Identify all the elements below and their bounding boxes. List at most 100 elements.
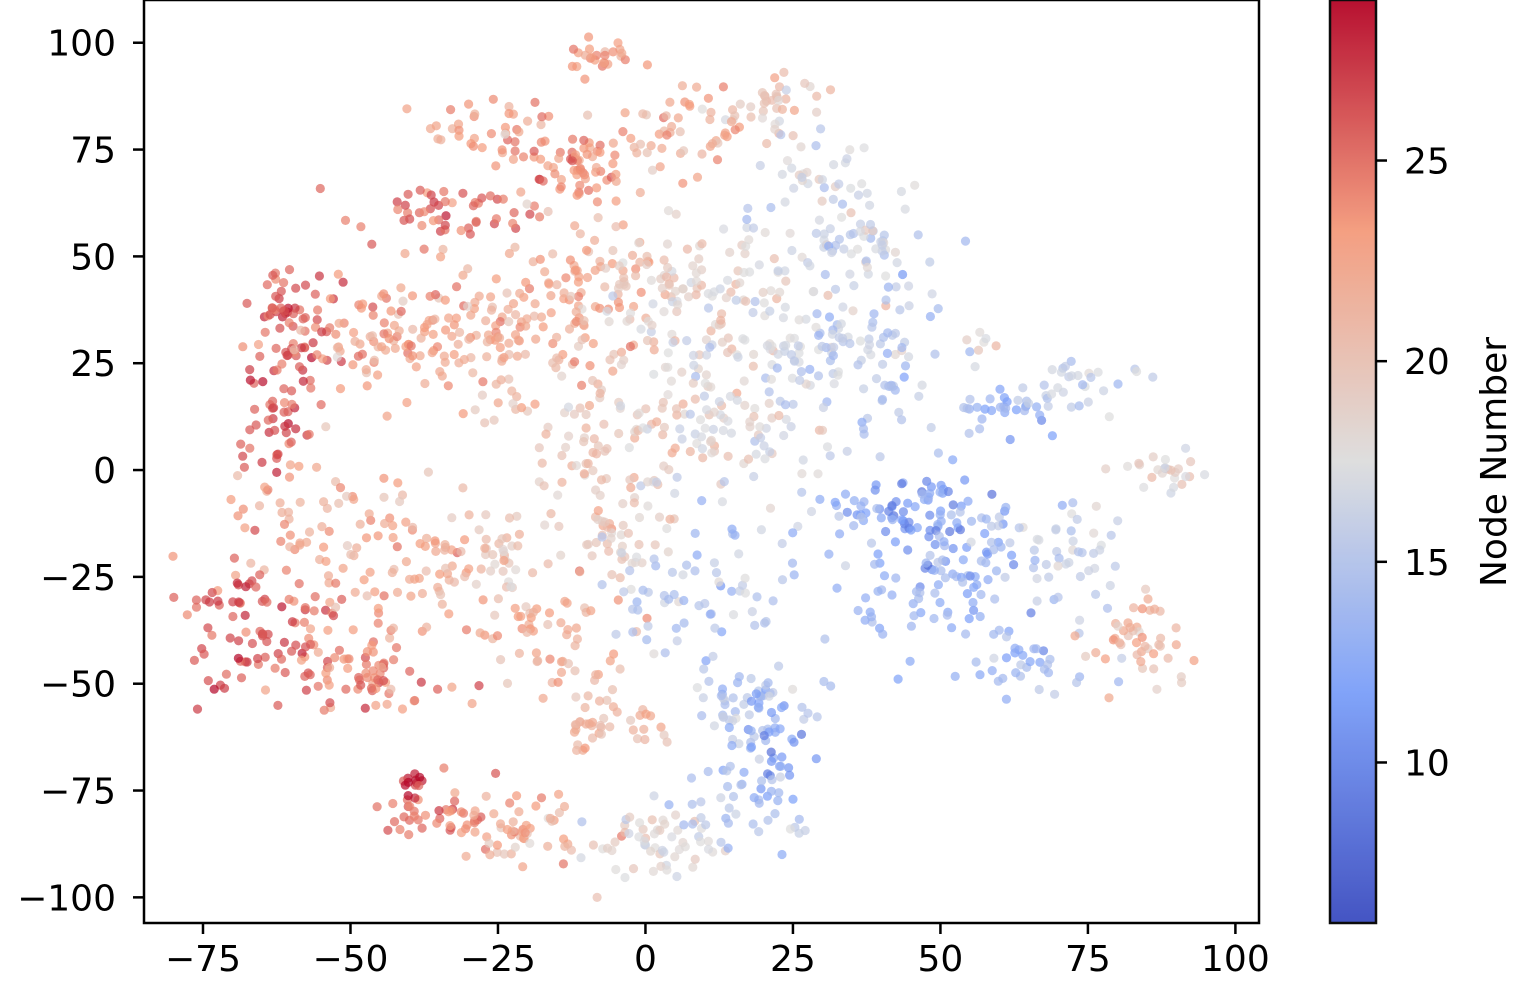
scatter-point — [933, 448, 944, 458]
scatter-point — [780, 302, 790, 312]
scatter-point — [825, 224, 835, 234]
scatter-point — [995, 384, 1005, 394]
scatter-point — [884, 506, 894, 516]
scatter-point — [571, 623, 582, 633]
scatter-point — [405, 666, 415, 676]
scatter-point — [879, 571, 890, 581]
scatter-point — [741, 241, 751, 251]
scatter-point — [490, 559, 500, 569]
scatter-point — [579, 316, 589, 326]
scatter-point — [246, 558, 256, 568]
scatter-point — [317, 327, 327, 337]
scatter-point — [696, 837, 706, 847]
scatter-point — [1089, 528, 1099, 538]
scatter-point — [1086, 372, 1096, 382]
scatter-point — [599, 419, 609, 429]
scatter-point — [312, 350, 322, 360]
scatter-point — [849, 496, 859, 506]
scatter-point — [878, 629, 888, 639]
scatter-point — [393, 204, 403, 215]
scatter-point — [846, 249, 856, 259]
scatter-point — [367, 331, 377, 341]
scatter-point — [853, 190, 864, 200]
scatter-point — [787, 245, 797, 256]
scatter-point — [581, 409, 591, 420]
scatter-point — [688, 350, 699, 360]
scatter-point — [632, 597, 642, 607]
scatter-point — [1053, 561, 1063, 571]
scatter-point — [646, 275, 657, 285]
scatter-point — [706, 326, 716, 336]
scatter-point — [900, 361, 911, 371]
scatter-point — [430, 536, 440, 546]
scatter-point — [788, 399, 798, 409]
scatter-point — [561, 273, 571, 283]
scatter-point — [842, 507, 852, 517]
scatter-point — [595, 388, 605, 398]
scatter-point — [946, 510, 956, 520]
scatter-point — [497, 534, 507, 544]
scatter-point — [702, 350, 712, 360]
scatter-point — [636, 481, 646, 491]
scatter-point — [257, 457, 267, 467]
scatter-point — [251, 582, 261, 592]
scatter-point — [582, 149, 592, 159]
scatter-point — [639, 724, 649, 734]
y-tick-label: −100 — [17, 878, 116, 919]
scatter-point — [774, 788, 784, 798]
scatter-point — [395, 824, 405, 835]
scatter-point — [319, 497, 329, 507]
scatter-point — [611, 169, 621, 179]
scatter-point — [584, 400, 595, 411]
scatter-point — [226, 494, 236, 505]
scatter-point — [285, 530, 295, 540]
y-tick-label: 100 — [47, 24, 116, 65]
scatter-point — [774, 410, 784, 421]
scatter-point — [935, 597, 945, 608]
scatter-point — [410, 695, 420, 706]
scatter-point — [1025, 657, 1035, 667]
scatter-point — [611, 629, 621, 639]
scatter-point — [966, 537, 976, 547]
scatter-point — [593, 441, 603, 451]
scatter-point — [540, 520, 550, 530]
scatter-point — [544, 279, 554, 289]
scatter-point — [325, 663, 335, 673]
scatter-point — [284, 318, 294, 328]
scatter-point — [866, 538, 877, 548]
scatter-point — [569, 409, 580, 419]
scatter-point — [701, 820, 711, 830]
scatter-point — [773, 796, 783, 806]
scatter-point — [600, 517, 610, 527]
scatter-point — [692, 82, 702, 92]
scatter-point — [240, 523, 250, 533]
scatter-point — [942, 610, 952, 620]
scatter-point — [798, 455, 808, 465]
scatter-point — [962, 589, 973, 599]
scatter-point — [1160, 454, 1170, 465]
scatter-point — [685, 409, 695, 419]
scatter-point — [593, 213, 603, 223]
scatter-point — [788, 794, 798, 804]
scatter-point — [557, 450, 567, 461]
scatter-point — [546, 508, 556, 519]
scatter-point — [1113, 621, 1123, 631]
scatter-point — [671, 286, 681, 296]
scatter-point — [559, 288, 569, 298]
scatter-point — [440, 295, 450, 305]
scatter-point — [348, 360, 358, 370]
scatter-point — [207, 630, 217, 640]
scatter-point — [647, 165, 658, 175]
scatter-point — [740, 249, 750, 259]
scatter-point — [755, 160, 765, 171]
scatter-point — [439, 186, 449, 197]
scatter-point — [622, 316, 632, 326]
scatter-point — [628, 627, 638, 637]
scatter-point — [440, 220, 450, 230]
scatter-point — [539, 481, 549, 491]
scatter-point — [723, 451, 733, 461]
scatter-point — [794, 828, 804, 838]
scatter-point — [777, 169, 787, 179]
scatter-point — [820, 269, 830, 280]
scatter-point — [285, 460, 295, 470]
